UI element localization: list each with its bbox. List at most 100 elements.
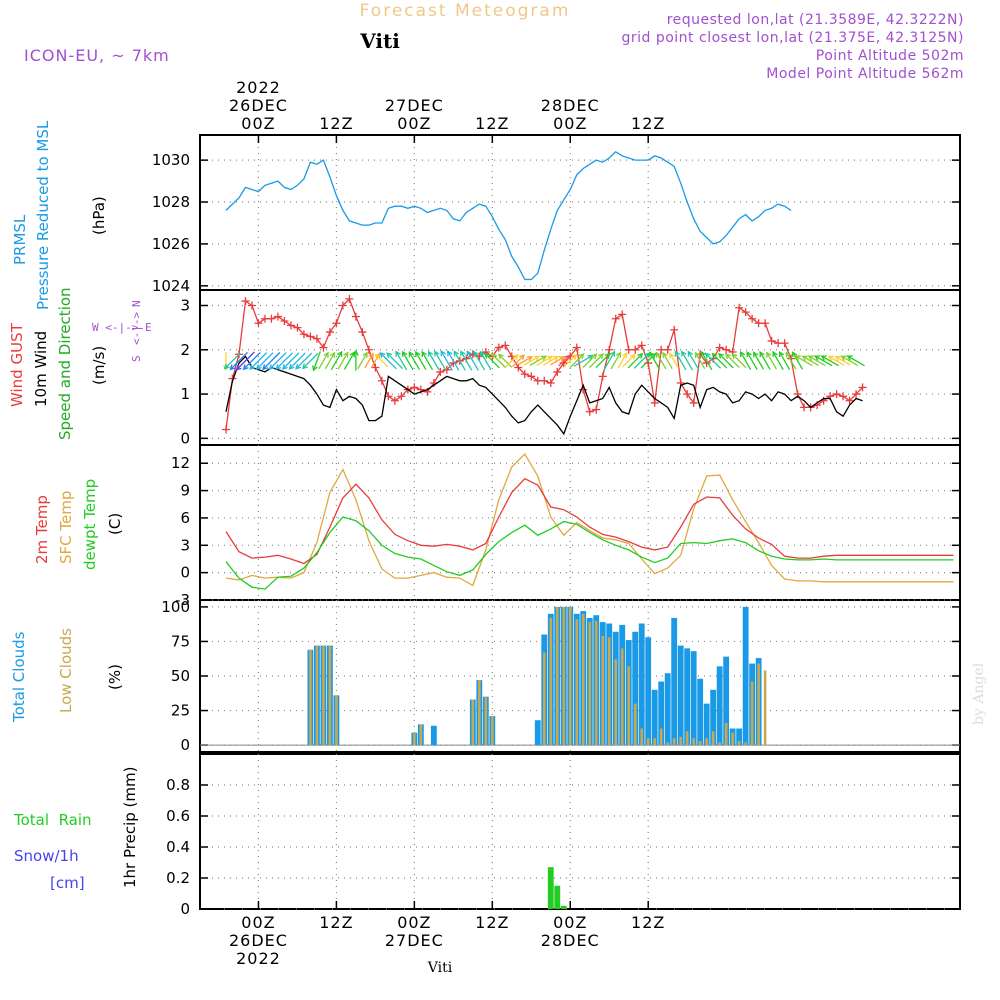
- gust-marker: [546, 379, 555, 387]
- gust-marker: [832, 390, 841, 399]
- gust-marker: [605, 345, 614, 354]
- wind-arrow-head: [792, 351, 798, 358]
- wind-arrow-head: [415, 350, 421, 358]
- rain-bar: [554, 885, 561, 909]
- wind-arrow-head: [644, 352, 651, 359]
- model-altitude: Model Point Altitude 562m: [766, 66, 964, 82]
- snow-label: Snow/1h: [14, 847, 79, 865]
- wind-arrow-head: [460, 350, 466, 357]
- pressure-label-2: Pressure Reduced to MSL: [34, 120, 52, 310]
- total-cloud-bar: [716, 666, 723, 746]
- wind-arrow: [753, 352, 765, 370]
- low-cloud-bar: [555, 606, 559, 746]
- gust-marker: [299, 330, 308, 339]
- total-cloud-bar: [658, 681, 665, 746]
- wind-arrow: [523, 355, 540, 366]
- low-cloud-bar: [484, 696, 488, 746]
- wind-arrow-head: [312, 365, 318, 372]
- wind-arrow-head: [622, 352, 628, 359]
- low-cloud-bar: [698, 740, 702, 746]
- wind-arrow-head: [785, 351, 791, 358]
- wind-arrow: [517, 356, 533, 366]
- temperature-panel-frame: [199, 444, 961, 601]
- low-cloud-bar: [478, 680, 481, 746]
- gust-marker: [572, 343, 581, 352]
- wind-arrow: [766, 352, 777, 370]
- compass-north: N: [130, 300, 143, 307]
- time-label-bottom: 00Z: [241, 913, 275, 932]
- wind-arrow: [318, 352, 329, 370]
- wind-10m-line: [225, 355, 863, 436]
- gust-marker: [273, 312, 282, 321]
- wind-arrow-head: [295, 363, 302, 370]
- y-tick-label: 0: [180, 429, 190, 447]
- low-cloud-bar: [419, 724, 423, 746]
- total-cloud-bar: [710, 689, 717, 746]
- y-tick-label: 1024: [152, 277, 190, 295]
- total-cloud-bar: [703, 703, 710, 746]
- total-cloud-bar: [664, 673, 671, 746]
- wind-arrow-head: [408, 351, 414, 358]
- wind-arrow-head: [497, 353, 504, 360]
- wind-arrow-head: [794, 355, 801, 361]
- wind-arrow: [550, 356, 565, 366]
- low-cloud-bar: [328, 645, 332, 746]
- wind-arrow: [589, 353, 604, 369]
- wind-arrow: [669, 353, 679, 369]
- total-cloud-bar: [645, 637, 652, 746]
- wind-arrow-head: [711, 352, 718, 359]
- wind-arrow-head: [402, 350, 408, 357]
- gust-marker: [845, 396, 854, 405]
- wind-arrow-head: [704, 352, 711, 359]
- chart-title: Forecast Meteogram: [360, 1, 571, 21]
- precip-panel-frame: [199, 753, 961, 910]
- sfctemp-label: SFC Temp: [57, 491, 75, 564]
- wind-arrow-head: [591, 353, 598, 360]
- wind-arrow: [324, 352, 336, 370]
- wind-arrow: [453, 351, 466, 371]
- time-label-bottom: 27DEC: [385, 931, 444, 950]
- low-cloud-bar: [646, 738, 650, 746]
- wind-arrow: [447, 350, 460, 371]
- wind-arrow-head: [571, 353, 578, 360]
- gust-marker: [592, 405, 601, 414]
- wind-arrow-head: [262, 364, 269, 371]
- wind-arrow: [395, 351, 408, 371]
- wind-arrow: [295, 352, 313, 370]
- gust-marker: [553, 367, 562, 376]
- temp2m-line: [225, 477, 954, 565]
- wind-dir-label: Speed and Direction: [56, 287, 74, 440]
- wind-arrow-head: [484, 352, 491, 359]
- wind-arrow-head: [725, 353, 731, 360]
- wind-arrow: [695, 352, 706, 370]
- gust-marker: [637, 341, 646, 350]
- gust-marker: [663, 345, 672, 354]
- dewpt-label: dewpt Temp: [81, 479, 99, 570]
- wind-arrow-head: [655, 351, 662, 358]
- wind-arrow-head: [229, 364, 236, 371]
- low-cloud-bar: [711, 731, 715, 746]
- wind-arrow: [841, 355, 858, 367]
- time-label-bottom: 28DEC: [541, 931, 600, 950]
- low-cloud-bar: [607, 637, 611, 746]
- wind-arrow: [705, 353, 722, 369]
- time-label-top: 12Z: [631, 114, 665, 133]
- y-tick-label: 0.2: [166, 869, 190, 887]
- wind-arrow-head: [615, 351, 622, 358]
- wind-arrow: [415, 351, 427, 370]
- low-cloud-bar: [491, 716, 494, 746]
- time-label-top: 27DEC: [385, 96, 444, 115]
- gust-marker: [410, 383, 419, 392]
- gust-marker: [611, 314, 620, 323]
- dewpt-line: [225, 516, 954, 590]
- gust-marker: [761, 319, 770, 328]
- wind-arrow-head: [421, 350, 427, 357]
- total-clouds-label: Total Clouds: [10, 631, 28, 723]
- wind-arrow-head: [546, 355, 554, 362]
- wind-arrow-head: [255, 364, 262, 370]
- gust-marker: [585, 407, 594, 416]
- time-label-top: 26DEC: [229, 96, 288, 115]
- wind-arrow-head: [427, 350, 434, 357]
- low-cloud-bar: [724, 722, 728, 746]
- gust-marker: [371, 363, 380, 372]
